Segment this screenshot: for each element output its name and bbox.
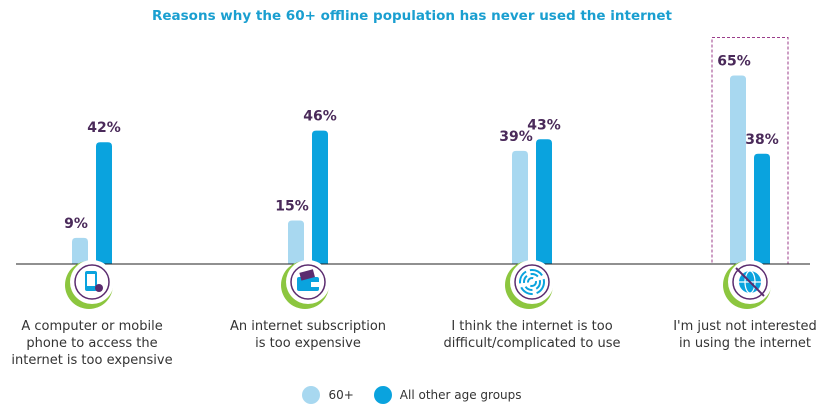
value-label-other-0: 42% — [87, 120, 121, 136]
maze-ring — [527, 277, 537, 287]
category-label: I'm just not interested in using the int… — [673, 319, 817, 351]
legend-swatch-60plus — [302, 386, 321, 404]
value-label-60plus-3: 65% — [717, 54, 751, 70]
maze-icon — [519, 269, 545, 295]
strike-line — [735, 267, 765, 297]
wallet-card-icon — [297, 277, 319, 291]
value-label-60plus-2: 39% — [499, 129, 533, 145]
wallet-clasp — [311, 282, 319, 287]
chart-title: Reasons why the 60+ offline population h… — [151, 8, 673, 24]
value-label-other-2: 43% — [527, 117, 561, 133]
legend-label-60plus: 60+ — [328, 388, 354, 402]
bar-60plus-2 — [512, 150, 528, 264]
bar-60plus-1 — [288, 220, 304, 264]
legend-item-60plus: 60+ — [302, 386, 354, 404]
category-label: An internet subscription is too expensiv… — [229, 319, 387, 351]
maze-ring — [523, 273, 541, 291]
bar-60plus-3 — [730, 75, 746, 264]
bar-other-0 — [96, 142, 112, 264]
highlight-box — [711, 37, 789, 265]
bar-other-1 — [312, 130, 328, 264]
phone-screen — [87, 274, 95, 286]
value-label-other-3: 38% — [745, 132, 779, 148]
value-label-60plus-1: 15% — [275, 199, 309, 215]
chart-legend: 60+ All other age groups — [0, 386, 824, 404]
bar-other-2 — [536, 139, 552, 264]
bar-60plus-0 — [72, 237, 88, 264]
legend-label-other: All other age groups — [399, 388, 522, 402]
bar-other-3 — [754, 153, 770, 264]
value-label-60plus-0: 9% — [64, 216, 88, 232]
category-label: A computer or mobile phone to access the… — [11, 319, 173, 368]
value-label-other-1: 46% — [303, 109, 337, 125]
category-label: I think the internet is too difficult/co… — [443, 319, 621, 351]
legend-swatch-other — [373, 386, 392, 404]
legend-item-other: All other age groups — [373, 386, 522, 404]
card-icon — [299, 269, 315, 281]
coin-icon — [95, 284, 103, 292]
